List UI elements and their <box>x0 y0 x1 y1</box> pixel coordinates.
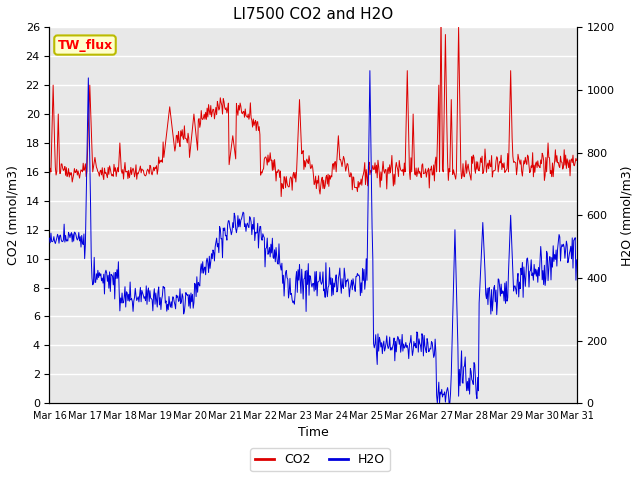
X-axis label: Time: Time <box>298 426 328 440</box>
Legend: CO2, H2O: CO2, H2O <box>250 448 390 471</box>
Y-axis label: H2O (mmol/m3): H2O (mmol/m3) <box>620 165 633 265</box>
Title: LI7500 CO2 and H2O: LI7500 CO2 and H2O <box>233 7 393 22</box>
Text: TW_flux: TW_flux <box>58 38 113 51</box>
Y-axis label: CO2 (mmol/m3): CO2 (mmol/m3) <box>7 165 20 265</box>
